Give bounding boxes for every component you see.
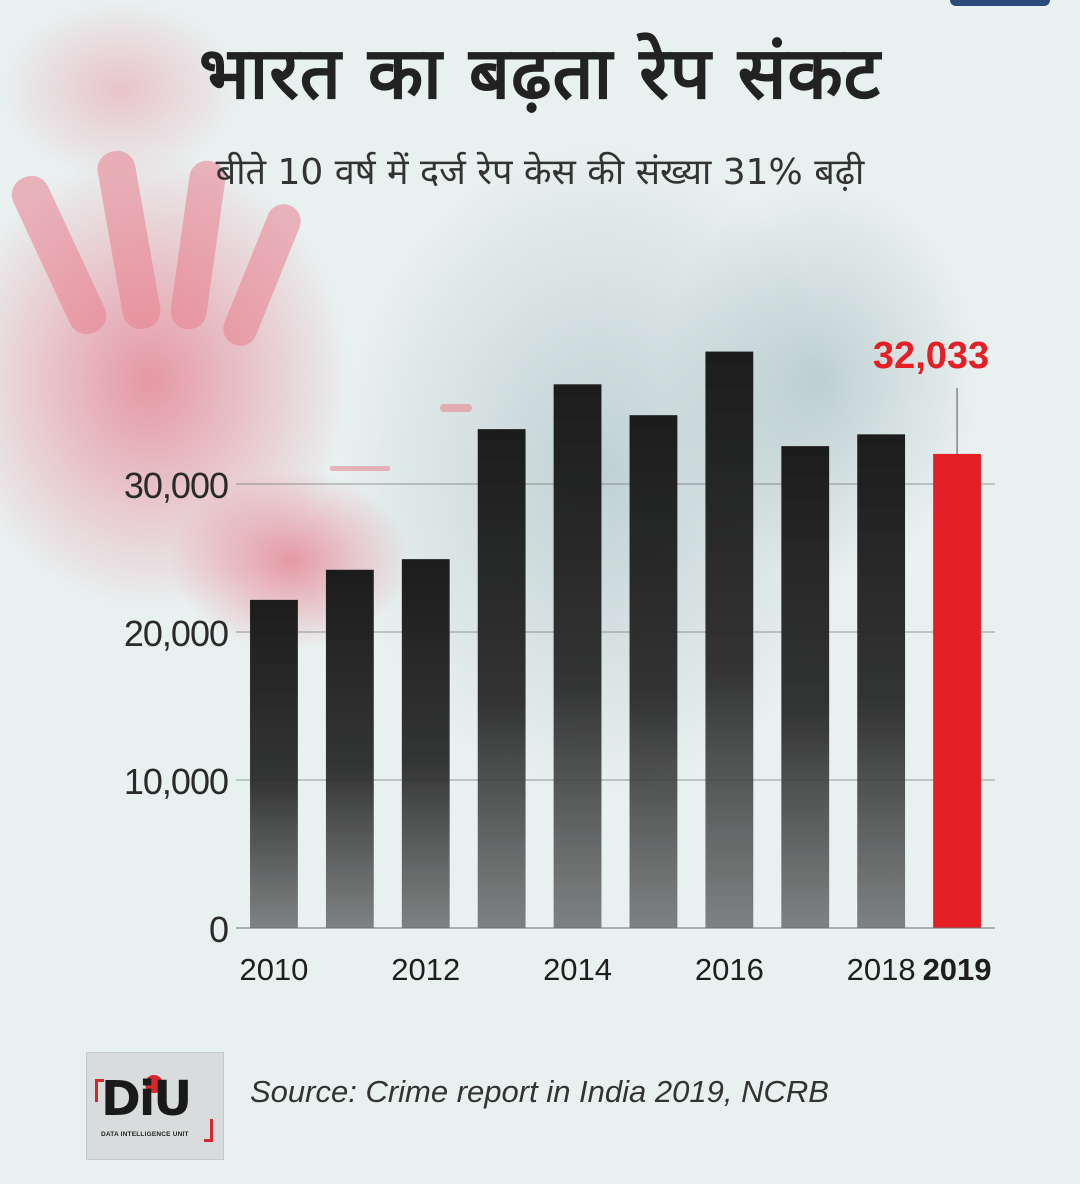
logo-fingerprint-icon bbox=[145, 1075, 163, 1093]
footer: DiU DATA INTELLIGENCE UNIT Source: Crime… bbox=[86, 1052, 1046, 1162]
x-tick-label: 2018 bbox=[847, 952, 916, 987]
source-note: Source: Crime report in India 2019, NCRB bbox=[250, 1074, 829, 1109]
top-tab bbox=[950, 0, 1050, 6]
x-tick-label: 2014 bbox=[543, 952, 612, 987]
bar bbox=[553, 384, 602, 928]
data-label: 32,033 bbox=[873, 335, 989, 377]
bar bbox=[325, 569, 374, 928]
x-tick-label: 2012 bbox=[391, 952, 460, 987]
bar bbox=[477, 429, 526, 928]
bar bbox=[250, 599, 298, 928]
x-tick-label: 2019 bbox=[923, 952, 992, 987]
logo-subtext: DATA INTELLIGENCE UNIT bbox=[101, 1131, 189, 1138]
chart-subtitle: बीते 10 वर्ष में दर्ज रेप केस की संख्या … bbox=[215, 152, 865, 193]
bar bbox=[629, 415, 678, 929]
bar bbox=[933, 453, 981, 928]
logo-bracket-left bbox=[95, 1079, 104, 1102]
diu-logo: DiU DATA INTELLIGENCE UNIT bbox=[86, 1052, 224, 1160]
y-tick-label: 20,000 bbox=[124, 613, 228, 654]
bar bbox=[401, 559, 450, 928]
logo-text: DiU bbox=[101, 1071, 192, 1127]
logo-bracket-right bbox=[204, 1119, 213, 1142]
bar bbox=[781, 446, 830, 928]
chart-title: भारत का बढ़ता रेप संकट bbox=[199, 31, 881, 115]
y-tick-label: 10,000 bbox=[124, 761, 228, 802]
bar bbox=[857, 434, 906, 928]
y-tick-label: 0 bbox=[209, 909, 228, 950]
y-tick-label: 30,000 bbox=[124, 465, 228, 506]
x-tick-label: 2016 bbox=[695, 952, 764, 987]
x-tick-label: 2010 bbox=[239, 952, 308, 987]
bar bbox=[705, 351, 754, 928]
